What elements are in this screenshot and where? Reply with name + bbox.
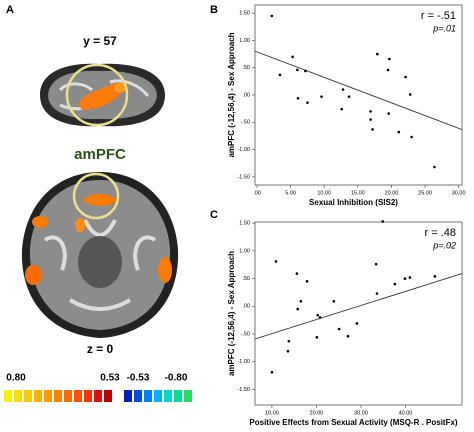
data-point	[287, 339, 291, 343]
plot-frame	[254, 4, 463, 186]
x-tick-label: 30.00	[354, 410, 368, 416]
x-axis-label: Positive Effects from Sexual Activity (M…	[249, 418, 458, 427]
data-point	[346, 334, 350, 338]
data-point	[340, 107, 343, 111]
colorbar-label: -0.53	[127, 373, 150, 384]
panel-label: A	[6, 4, 14, 16]
x-tick-label: 40.00	[399, 410, 413, 416]
data-point	[291, 55, 294, 59]
data-point	[374, 262, 378, 266]
data-point	[316, 313, 320, 317]
x-axis-label: Sexual Inhibition (SIS2)	[309, 198, 398, 207]
y-tick-label: .50	[242, 276, 250, 282]
data-point	[295, 272, 299, 275]
y-tick-label: -1.50	[237, 174, 250, 180]
y-tick-label: 1.00	[239, 38, 250, 44]
data-point	[393, 282, 397, 286]
data-point	[347, 95, 351, 98]
data-point	[318, 316, 322, 319]
data-point	[369, 118, 372, 121]
y-tick-label: 1.00	[239, 248, 250, 254]
data-point	[296, 96, 300, 100]
data-point	[408, 93, 412, 96]
data-point	[286, 349, 290, 353]
slice-label: z = 0	[87, 342, 114, 356]
y-axis-label: amPFC (-12,56,4) - Sex Approach	[227, 251, 236, 376]
data-point	[270, 14, 274, 18]
data-point	[299, 300, 303, 303]
axial-slice	[21, 172, 179, 338]
data-point	[433, 165, 436, 169]
data-point	[376, 52, 379, 56]
data-point	[404, 75, 407, 79]
x-tick-label: 20.00	[385, 190, 399, 196]
data-point	[375, 292, 379, 295]
slice-label: y = 57	[83, 34, 117, 48]
data-point	[270, 370, 274, 374]
x-tick-label: 10.00	[265, 410, 279, 416]
data-point	[369, 110, 372, 113]
annotation: r = .48	[425, 227, 457, 239]
data-point	[433, 275, 437, 278]
annotation: p=.01	[432, 23, 456, 33]
data-point	[274, 260, 278, 263]
y-tick-label: -1.00	[237, 147, 250, 153]
region-label: amPFC	[74, 146, 126, 163]
data-point	[387, 112, 391, 115]
data-point	[408, 276, 412, 279]
data-point	[332, 300, 336, 303]
colorbar-label: 0.53	[100, 373, 120, 384]
y-tick-label: -.50	[241, 331, 250, 337]
y-tick-label: 1.50	[239, 11, 250, 17]
x-tick-label: 5.00	[285, 190, 296, 196]
data-point	[296, 307, 300, 311]
x-tick-label: .00	[253, 190, 261, 196]
data-point	[315, 336, 319, 339]
fit-line	[255, 50, 462, 131]
data-point	[306, 101, 309, 104]
data-point	[371, 128, 374, 131]
y-tick-label: -1.50	[237, 387, 250, 393]
x-tick-label: 10.00	[317, 190, 331, 196]
data-point	[388, 57, 391, 61]
x-tick-label: 25.00	[418, 190, 432, 196]
y-tick-label: .50	[242, 65, 250, 71]
y-tick-label: 1.50	[239, 221, 250, 227]
y-tick-label: -1.00	[237, 359, 250, 365]
data-point	[296, 68, 299, 72]
data-point	[305, 280, 309, 283]
y-tick-label: .00	[242, 92, 250, 98]
x-tick-label: 20.00	[310, 410, 324, 416]
annotation: p=.02	[432, 240, 456, 250]
data-point	[355, 322, 359, 325]
data-point	[304, 69, 307, 73]
plot-frame	[254, 221, 463, 406]
data-point	[381, 220, 385, 223]
data-point	[386, 68, 390, 72]
colorbar-label: 0.80	[6, 373, 26, 384]
panel-label: C	[210, 209, 218, 221]
fit-line	[255, 273, 462, 340]
data-point	[397, 130, 401, 134]
y-tick-label: -.50	[241, 120, 250, 126]
data-point	[278, 73, 282, 77]
coronal-slice	[40, 63, 165, 127]
colorbar-label: -0.80	[165, 373, 188, 384]
data-point	[403, 277, 407, 280]
y-axis-label: amPFC (-12,56,4) - Sex Approach	[227, 32, 236, 157]
data-point	[341, 88, 345, 91]
data-point	[337, 327, 341, 331]
y-tick-label: .00	[242, 304, 250, 310]
colorbar	[4, 390, 192, 402]
panel-label: B	[210, 4, 218, 16]
data-point	[320, 95, 323, 98]
x-tick-label: 15.00	[351, 190, 365, 196]
annotation: r = -.51	[421, 10, 456, 22]
data-point	[410, 135, 413, 139]
x-tick-label: 30.00	[452, 190, 466, 196]
